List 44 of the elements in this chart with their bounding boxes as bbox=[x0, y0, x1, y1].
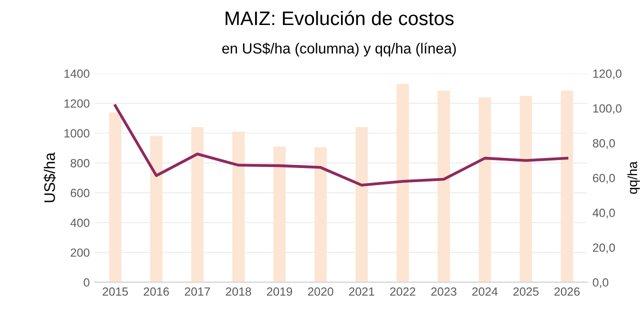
bar bbox=[520, 96, 532, 282]
y-tick-label: 1200 bbox=[64, 99, 90, 108]
bar bbox=[191, 127, 204, 282]
x-tick-label: 2023 bbox=[431, 287, 456, 296]
y2-tick-label: 60,0 bbox=[592, 174, 615, 184]
bar bbox=[560, 90, 574, 282]
x-tick-label: 2020 bbox=[308, 287, 334, 296]
chart-title: MAIZ: Evolución de costos bbox=[226, 10, 454, 26]
bar bbox=[150, 136, 162, 282]
bar bbox=[273, 146, 286, 282]
x-tick-label: 2016 bbox=[144, 287, 169, 296]
x-tick-label: 2019 bbox=[266, 287, 292, 296]
chart-subtitle: en US$/ha (columna) y qq/ha (línea) bbox=[222, 42, 456, 56]
bar bbox=[396, 84, 409, 282]
bar bbox=[478, 97, 492, 282]
x-tick-label: 2017 bbox=[184, 287, 210, 296]
x-tick-label: 2022 bbox=[390, 287, 416, 296]
x-tick-label: 2018 bbox=[226, 287, 252, 296]
y2-tick-label: 80,0 bbox=[592, 139, 615, 149]
y-tick-label: 1400 bbox=[64, 70, 90, 78]
bar bbox=[438, 90, 450, 282]
x-tick-label: 2024 bbox=[472, 287, 498, 296]
y2-tick-label: 120,0 bbox=[593, 70, 622, 80]
y-tick-label: 600 bbox=[70, 188, 90, 198]
x-tick-label: 2026 bbox=[554, 287, 580, 296]
bar bbox=[355, 127, 368, 282]
x-tick-label: 2025 bbox=[513, 287, 539, 296]
y-tick-label: 200 bbox=[70, 248, 90, 257]
y-tick-label: 1000 bbox=[64, 129, 90, 138]
bar bbox=[314, 147, 327, 282]
x-tick-label: 2015 bbox=[102, 287, 128, 296]
y2-tick-label: 40,0 bbox=[592, 208, 615, 218]
y2-axis-title: qq/ha bbox=[627, 161, 640, 194]
y2-tick-label: 100,0 bbox=[593, 104, 622, 114]
y-tick-label: 400 bbox=[70, 218, 90, 227]
bar bbox=[109, 112, 122, 282]
line-series bbox=[114, 104, 568, 187]
bar bbox=[232, 132, 245, 282]
y2-tick-label: 0,0 bbox=[592, 278, 608, 288]
y2-tick-label: 20,0 bbox=[592, 243, 615, 254]
y-axis-title: US$/ha bbox=[44, 152, 56, 202]
y-tick-label: 0 bbox=[84, 278, 90, 287]
y-tick-label: 800 bbox=[70, 158, 90, 168]
x-tick-label: 2021 bbox=[349, 287, 374, 296]
